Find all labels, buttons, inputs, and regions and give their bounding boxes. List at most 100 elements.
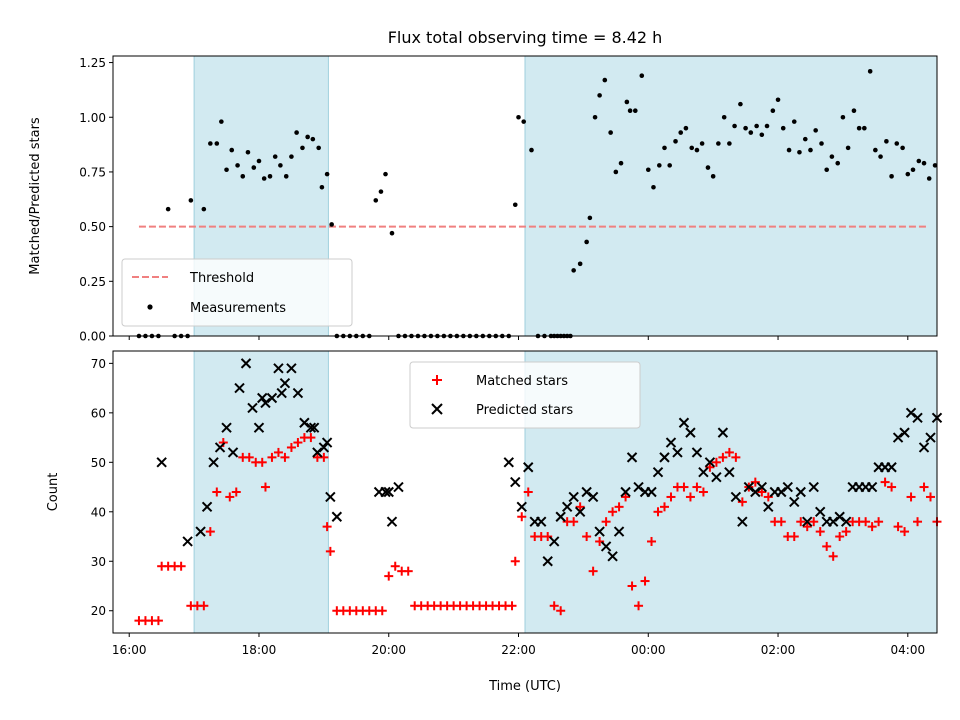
measurement-point — [743, 125, 748, 131]
predicted-point — [260, 397, 271, 409]
predicted-point — [386, 516, 398, 527]
measurements-legend-label: Measurements — [190, 301, 286, 316]
matched-point — [627, 581, 637, 591]
matched-point — [711, 457, 721, 467]
measurement-point — [775, 97, 781, 103]
measurement-point — [305, 134, 310, 140]
measurement-point — [267, 174, 273, 179]
measurement-point — [889, 174, 894, 179]
matched-point — [640, 576, 650, 586]
matched-point — [588, 566, 598, 576]
matched-point — [377, 606, 387, 616]
predicted-point — [776, 486, 787, 498]
measurement-point — [245, 149, 251, 155]
bottom-panel: 20 30 40 50 60 70 16:00 18:00 20:00 22:00 00:00 02… — [46, 350, 943, 694]
measurement-point — [716, 141, 721, 146]
predicted-point — [704, 457, 716, 468]
measurement-point — [694, 147, 700, 153]
matched-point — [543, 532, 553, 542]
measurement-point — [316, 145, 321, 151]
predicted-point — [195, 526, 206, 537]
predicted-point — [827, 516, 839, 527]
matched-point — [614, 502, 624, 512]
measurement-point — [618, 160, 624, 166]
matched-point — [679, 482, 689, 492]
bottom-y-tick-label: 40 — [91, 505, 106, 519]
top-y-axis-label: Matched/Predicted stars — [28, 117, 43, 275]
measurement-point — [251, 165, 257, 170]
measurement-point — [791, 119, 797, 124]
matched-point — [176, 561, 186, 571]
measurement-point — [748, 130, 754, 135]
matched-point — [926, 492, 936, 502]
measurement-point — [645, 167, 651, 173]
measurement-point — [721, 114, 727, 120]
predicted-point — [568, 491, 579, 503]
top-shaded-span-2 — [525, 56, 937, 336]
measurement-point — [235, 163, 240, 168]
measurement-point — [819, 141, 824, 146]
predicted-legend-swatch — [431, 403, 443, 415]
predicted-point — [834, 511, 845, 522]
predicted-point — [795, 486, 806, 498]
matched-point — [549, 601, 559, 611]
top-panel: 0.00 0.25 0.50 0.75 1.00 1.25 Matched/Predict… — [28, 55, 938, 344]
predicted-point — [620, 486, 631, 498]
predicted-point — [286, 363, 297, 374]
predicted-point — [308, 422, 320, 433]
predicted-point — [510, 476, 521, 488]
measurement-point — [521, 119, 527, 124]
predicted-point — [393, 481, 404, 493]
matched-point — [325, 546, 335, 556]
matched-point — [789, 532, 799, 542]
top-y-tick-label: 0.25 — [79, 275, 106, 289]
matched-point — [913, 517, 923, 527]
measurement-point — [916, 158, 922, 164]
matched-point — [523, 487, 533, 497]
matched-point — [257, 457, 267, 467]
measurement-point — [878, 154, 883, 159]
matched-point — [796, 517, 806, 527]
matched-point — [507, 601, 517, 611]
matched-point — [887, 482, 897, 492]
x-tick-label: 18:00 — [242, 643, 277, 657]
measurement-point — [256, 158, 262, 164]
measurement-point — [732, 123, 737, 129]
predicted-point — [892, 432, 904, 443]
measurement-point — [188, 198, 194, 203]
predicted-point — [685, 427, 696, 438]
predicted-point — [383, 486, 394, 498]
predicted-point — [227, 447, 239, 458]
predicted-point — [925, 432, 936, 443]
measurement-point — [261, 176, 267, 181]
predicted-point — [574, 506, 586, 517]
matched-point — [231, 487, 241, 497]
measurement-point — [840, 114, 846, 120]
measurement-point — [651, 184, 656, 190]
predicted-point — [763, 501, 774, 513]
measurement-point — [639, 73, 645, 78]
predicted-point — [503, 457, 514, 468]
matched-point — [384, 571, 394, 581]
measurements-legend-swatch — [147, 304, 153, 310]
predicted-point — [672, 447, 683, 458]
predicted-legend-label: Predicted stars — [476, 403, 573, 418]
measurement-point — [294, 130, 299, 135]
measurement-point — [214, 141, 220, 146]
measurement-point — [910, 167, 916, 173]
measurement-point — [764, 123, 770, 129]
measurement-point — [219, 119, 224, 124]
bottom-y-tick-label: 50 — [91, 456, 106, 470]
matched-point — [212, 487, 222, 497]
predicted-point — [156, 457, 167, 468]
matched-point — [692, 482, 702, 492]
measurement-point — [689, 145, 695, 151]
matched-point — [867, 522, 877, 532]
predicted-point — [325, 491, 336, 503]
predicted-point — [607, 551, 618, 562]
measurement-point — [813, 128, 818, 133]
predicted-point — [253, 422, 265, 433]
bottom-y-tick-label: 30 — [91, 555, 106, 569]
matched-point — [293, 438, 303, 448]
top-y-tick-label: 0.50 — [79, 220, 106, 234]
